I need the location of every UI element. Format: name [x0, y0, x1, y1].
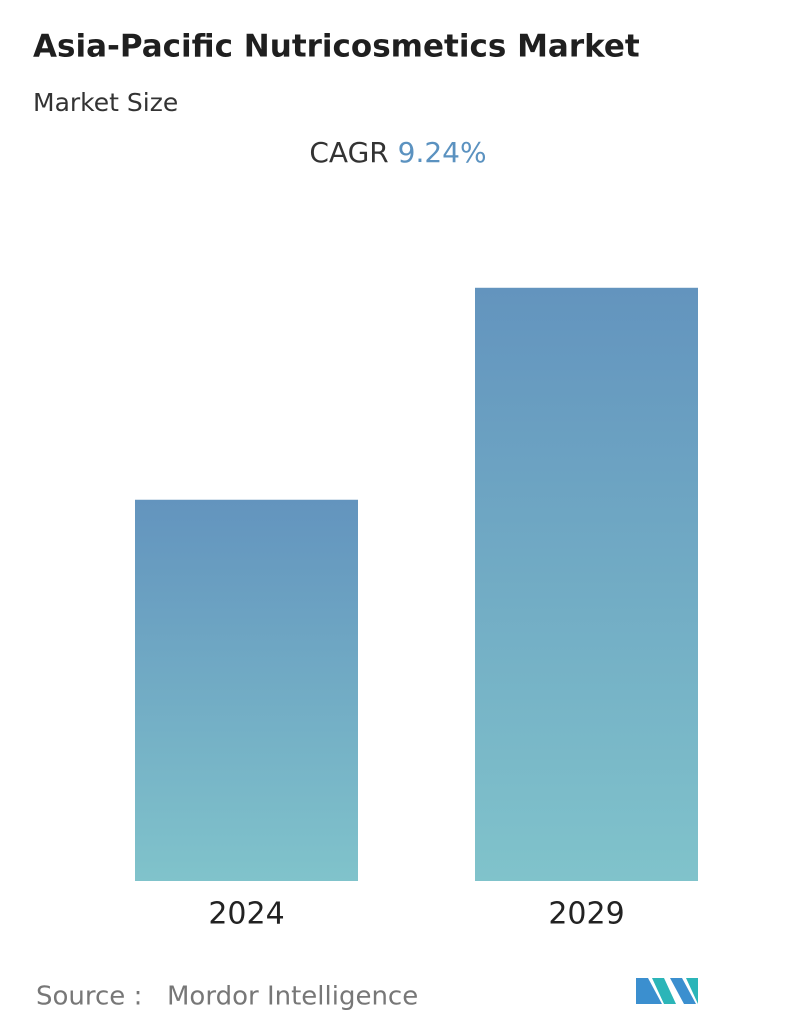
- cagr-value: 9.24%: [398, 136, 487, 169]
- chart-subtitle: Market Size: [33, 88, 178, 117]
- bar: [475, 287, 698, 881]
- cagr: CAGR 9.24%: [309, 136, 486, 169]
- cagr-label: CAGR: [309, 136, 388, 169]
- source-label: Source :: [36, 982, 142, 1012]
- bar: [135, 499, 358, 881]
- logo: [636, 978, 698, 1004]
- source: Mordor Intelligence: [167, 982, 418, 1012]
- x-tick-label: 2024: [208, 897, 284, 932]
- chart-title: Asia-Pacific Nutricosmetics Market: [33, 29, 640, 65]
- x-tick-label: 2029: [548, 897, 624, 932]
